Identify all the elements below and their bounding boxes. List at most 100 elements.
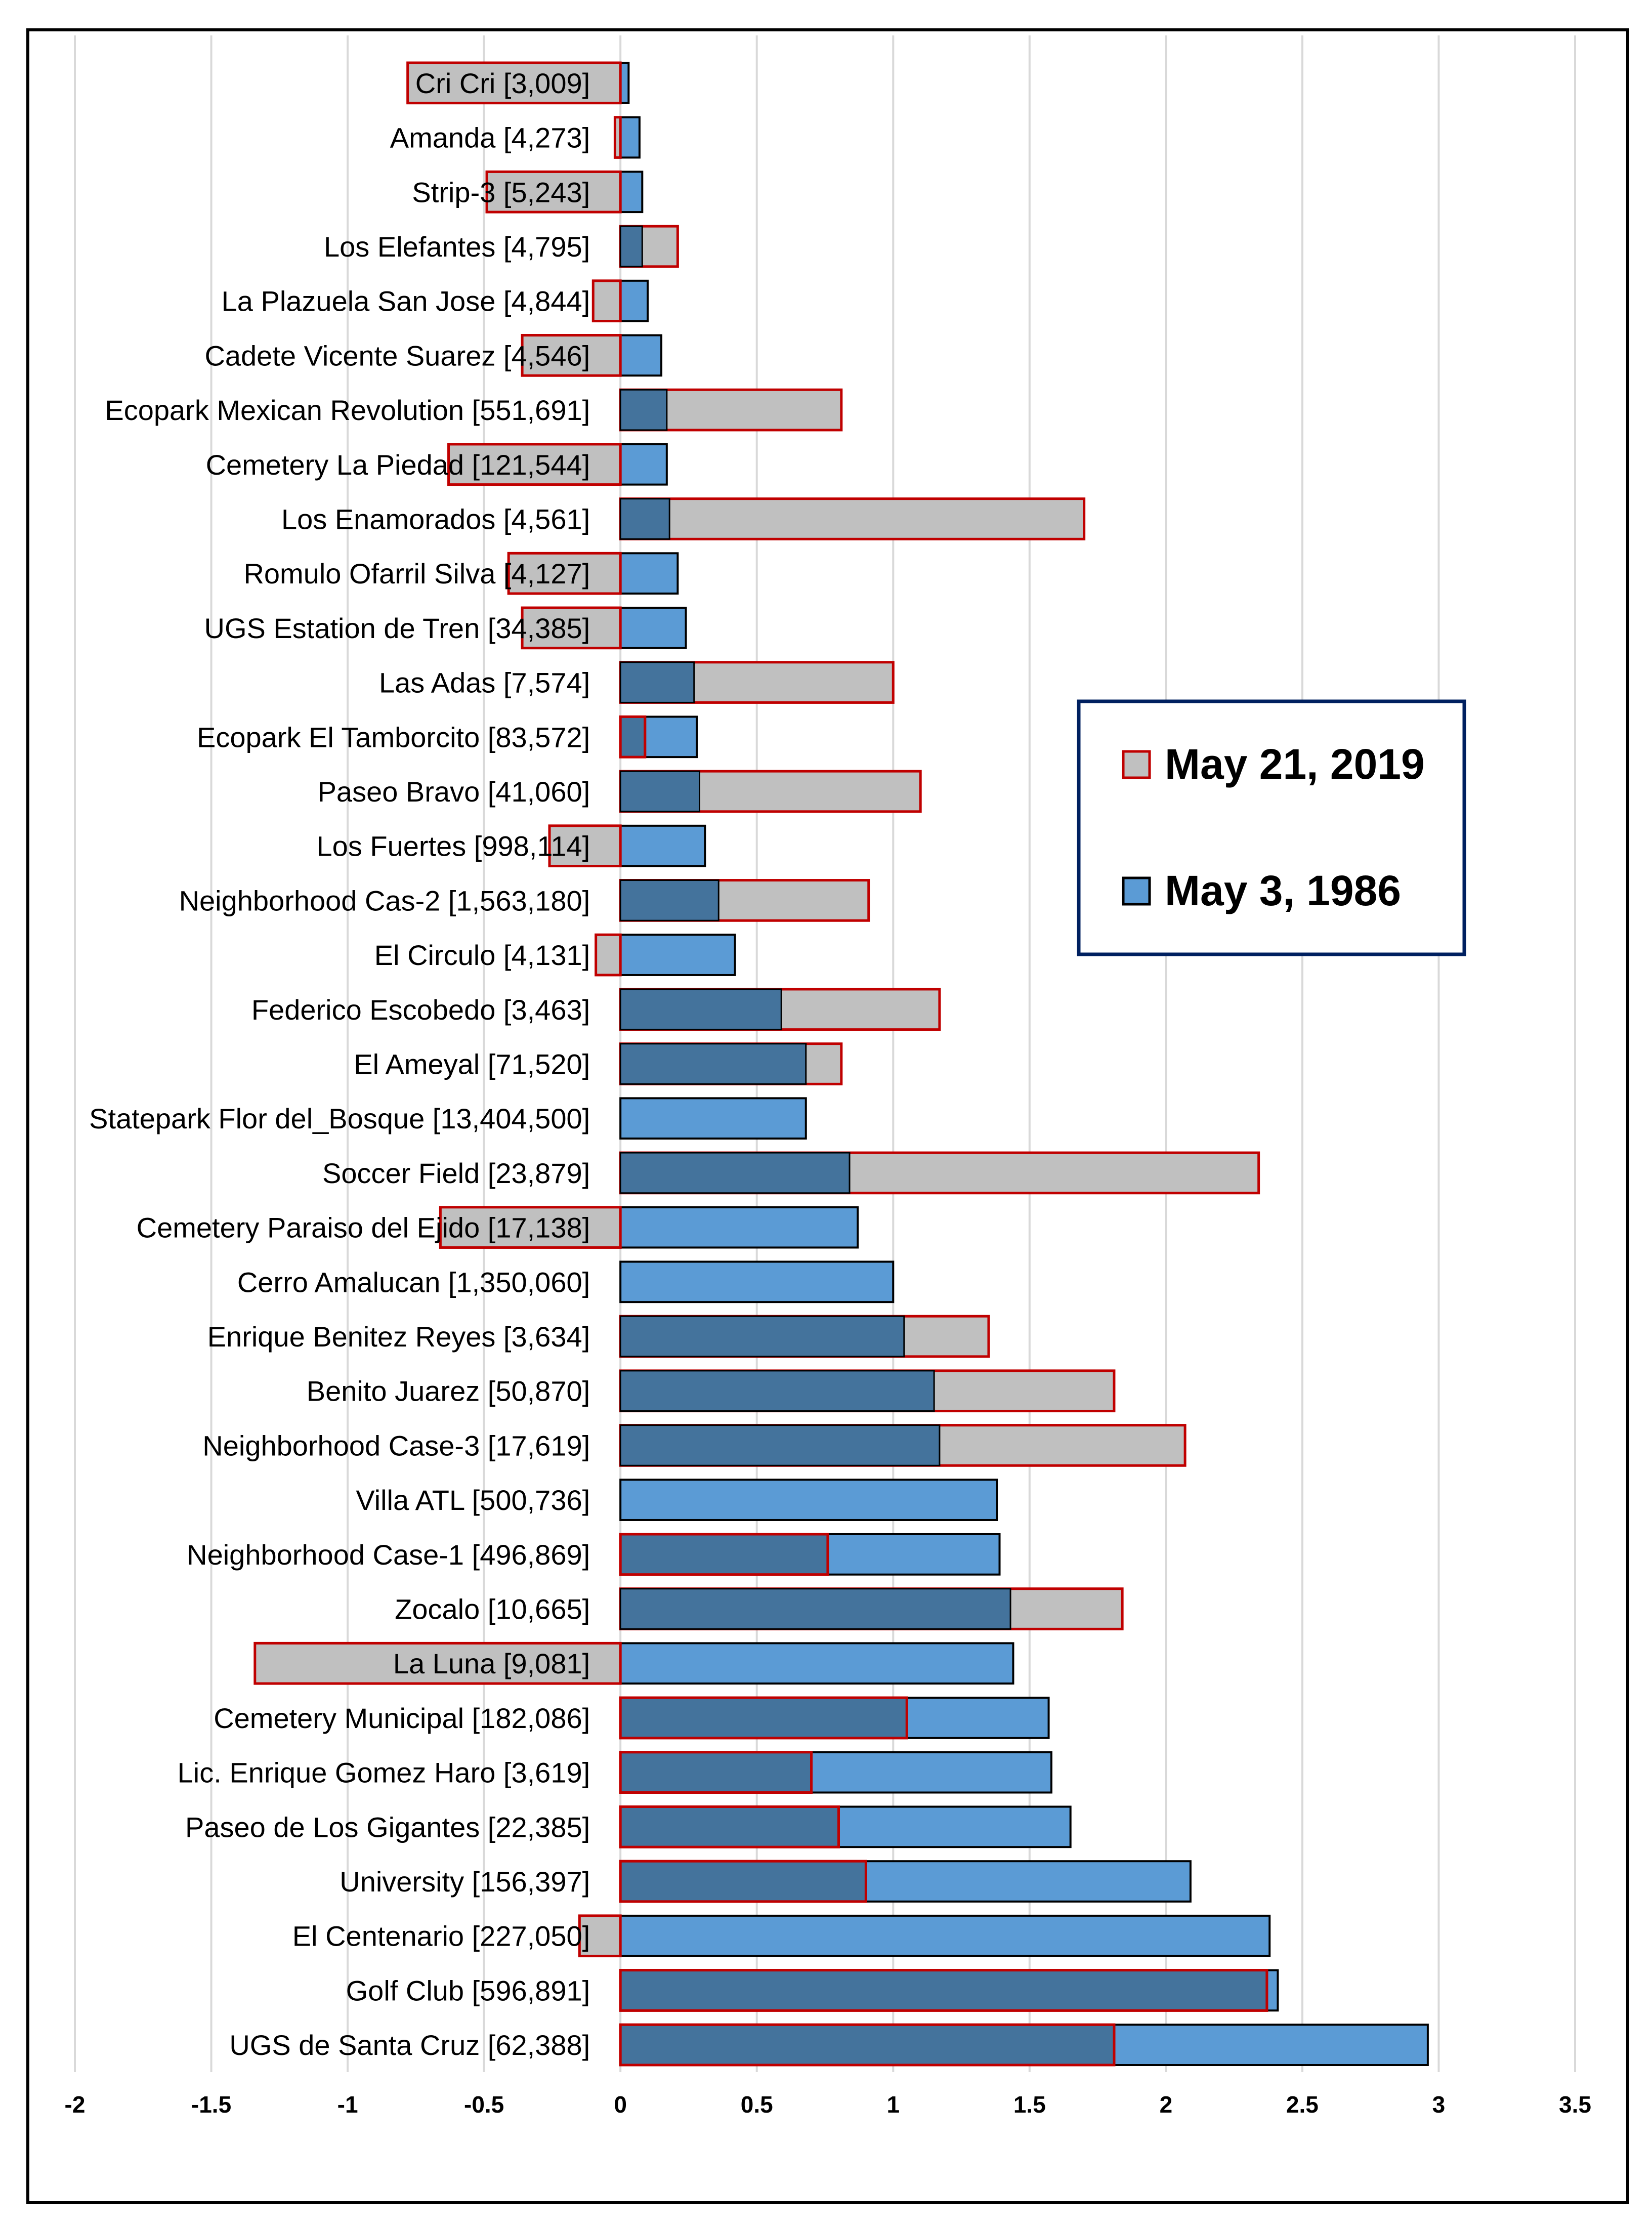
chart-frame xyxy=(26,28,1629,2204)
category-label: Neighborhood Case-3 [17,619] xyxy=(202,1429,590,1461)
bar-1986 xyxy=(619,1914,1271,1957)
category-label: Strip-3 [5,243] xyxy=(412,176,590,208)
bar-overlap xyxy=(619,988,782,1031)
bar-2019 xyxy=(447,443,622,486)
bar-1986 xyxy=(619,334,663,377)
x-tick-label: -2 xyxy=(65,2091,86,2118)
category-label: Neighborhood Case-1 [496,869] xyxy=(187,1539,590,1571)
bar-overlap xyxy=(619,1588,1011,1630)
category-label: Enrique Benitez Reyes [3,634] xyxy=(207,1321,590,1353)
category-label: Benito Juarez [50,870] xyxy=(307,1375,590,1407)
bar-2019-outline xyxy=(619,1805,840,1848)
legend-label: May 3, 1986 xyxy=(1165,867,1401,914)
category-label: Neighborhood Cas-2 [1,563,180] xyxy=(179,885,590,916)
bar-2019 xyxy=(253,1641,622,1685)
bar-2019 xyxy=(578,1914,622,1958)
bar-overlap xyxy=(619,389,668,431)
category-label: Cri Cri [3,009] xyxy=(415,67,590,99)
category-label: Las Adas [7,574] xyxy=(379,667,590,699)
bar-overlap xyxy=(619,1152,851,1194)
legend-swatch xyxy=(1122,876,1151,906)
category-label: El Circulo [4,131] xyxy=(374,939,590,971)
legend-swatch xyxy=(1122,750,1151,779)
bar-1986 xyxy=(619,934,736,976)
bar-2019 xyxy=(591,279,622,323)
bar-overlap xyxy=(619,225,643,268)
x-tick-label: 2 xyxy=(1160,2091,1173,2118)
bar-2019 xyxy=(521,606,622,650)
bar-2019-outline xyxy=(619,2023,1116,2067)
category-label: Romulo Ofarril Silva [4,127] xyxy=(243,558,590,590)
category-label: Villa ATL [500,736] xyxy=(356,1484,590,1516)
x-tick-label: 0 xyxy=(614,2091,627,2118)
x-tick-label: 1 xyxy=(886,2091,900,2118)
category-label: Statepark Flor del_Bosque [13,404,500] xyxy=(89,1103,590,1134)
bar-2019-outline xyxy=(619,1969,1268,2012)
bar-overlap xyxy=(619,1043,807,1085)
bar-1986 xyxy=(619,1642,1014,1685)
category-label: Cadete Vicente Suarez [4,546] xyxy=(204,340,590,371)
bar-2019-outline xyxy=(619,1696,908,1740)
category-label: Federico Escobedo [3,463] xyxy=(251,994,590,1026)
bar-2019 xyxy=(507,552,622,595)
category-label: Lic. Enrique Gomez Haro [3,619] xyxy=(178,1757,590,1789)
bar-2019 xyxy=(485,170,622,214)
bar-1986 xyxy=(619,824,706,867)
legend-label: May 21, 2019 xyxy=(1165,740,1425,788)
category-label: Cerro Amalucan [1,350,060] xyxy=(237,1266,590,1298)
bar-1986 xyxy=(619,1097,807,1140)
category-label: UGS Estation de Tren [34,385] xyxy=(204,612,590,644)
bar-2019-outline xyxy=(619,1860,867,1903)
bar-2019 xyxy=(439,1206,622,1249)
bar-2019 xyxy=(548,824,622,868)
bar-2019 xyxy=(619,497,1086,540)
category-label: Soccer Field [23,879] xyxy=(322,1157,590,1189)
bar-1986 xyxy=(619,1206,859,1249)
bar-1986 xyxy=(619,607,687,649)
category-label: Ecopark Mexican Revolution [551,691] xyxy=(105,394,590,426)
bar-2019 xyxy=(613,116,622,159)
category-label: La Luna [9,081] xyxy=(393,1648,590,1679)
bar-2019-outline xyxy=(619,1751,813,1794)
bar-2019 xyxy=(521,334,622,377)
bar-overlap xyxy=(619,1315,905,1358)
bar-overlap xyxy=(619,1370,935,1412)
bar-2019-outline xyxy=(619,715,647,759)
bar-1986 xyxy=(619,279,649,322)
x-tick-label: -1.5 xyxy=(191,2091,231,2118)
bar-overlap xyxy=(619,715,646,758)
category-label: Paseo de Los Gigantes [22,385] xyxy=(185,1811,590,1843)
category-label: El Ameyal [71,520] xyxy=(354,1048,590,1080)
category-label: La Plazuela San Jose [4,844] xyxy=(222,285,590,317)
bar-overlap xyxy=(619,1533,829,1576)
category-label: Los Fuertes [998,114] xyxy=(317,830,590,862)
bar-1986 xyxy=(619,1260,895,1303)
x-tick-label: 3 xyxy=(1432,2091,1446,2118)
bar-overlap xyxy=(619,2024,1115,2066)
bar-2019 xyxy=(595,933,622,977)
x-tick-label: 1.5 xyxy=(1013,2091,1046,2118)
bar-overlap xyxy=(619,1860,867,1903)
bar-1986 xyxy=(619,552,679,595)
category-label: Amanda [4,273] xyxy=(390,122,590,154)
x-tick-label: 0.5 xyxy=(741,2091,773,2118)
category-label: Ecopark El Tamborcito [83,572] xyxy=(197,721,590,753)
category-label: Paseo Bravo [41,060] xyxy=(318,776,590,808)
category-label: University [156,397] xyxy=(340,1866,590,1898)
category-label: El Centenario [227,050] xyxy=(292,1920,590,1952)
category-label: Golf Club [596,891] xyxy=(346,1974,590,2006)
bar-overlap xyxy=(619,1969,1268,2011)
bar-overlap xyxy=(619,1751,813,1793)
bar-overlap xyxy=(619,498,670,540)
x-tick-label: 3.5 xyxy=(1559,2091,1591,2118)
x-tick-label: -1 xyxy=(337,2091,358,2118)
bar-2019-outline xyxy=(619,1533,829,1576)
x-tick-label: 2.5 xyxy=(1286,2091,1319,2118)
bar-overlap xyxy=(619,661,695,703)
bar-1986 xyxy=(619,1479,998,1521)
bar-overlap xyxy=(619,770,701,813)
bar-overlap xyxy=(619,1424,941,1466)
bar-1986 xyxy=(619,443,668,486)
category-label: Zocalo [10,665] xyxy=(395,1593,590,1625)
